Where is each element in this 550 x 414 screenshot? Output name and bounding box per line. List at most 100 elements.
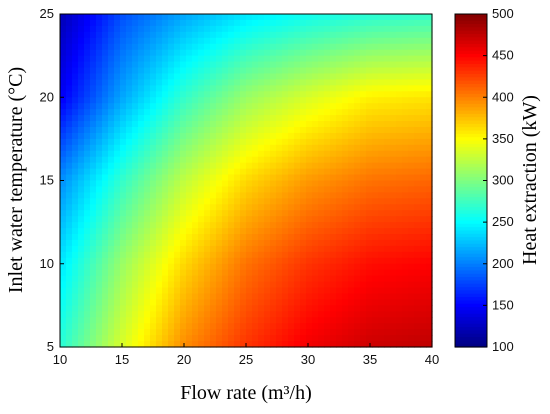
colorbar-segment — [455, 100, 487, 105]
colorbar-segment — [455, 14, 487, 18]
heatmap-cell — [324, 281, 331, 289]
heatmap-cell — [102, 156, 109, 164]
heatmap-cell — [426, 335, 433, 342]
heatmap-cell — [108, 168, 115, 176]
heatmap-cell — [102, 234, 109, 241]
heatmap-cell — [330, 239, 337, 247]
heatmap-cell — [294, 43, 301, 51]
heatmap-cell — [234, 269, 241, 277]
heatmap-cell — [66, 239, 73, 247]
colorbar-segment — [455, 267, 487, 272]
heatmap-cell — [144, 43, 151, 51]
heatmap-cell — [186, 97, 193, 104]
heatmap-cell — [258, 174, 265, 182]
heatmap-cell — [390, 257, 397, 265]
heatmap-cell — [234, 144, 241, 152]
heatmap-cell — [102, 121, 109, 128]
heatmap-cell — [192, 234, 199, 241]
heatmap-cell — [198, 31, 205, 39]
heatmap-cell — [420, 97, 427, 104]
heatmap-cell — [60, 49, 67, 57]
heatmap-cell — [360, 150, 367, 158]
heatmap-cell — [246, 67, 253, 75]
heatmap-cell — [420, 31, 427, 39]
heatmap-cell — [216, 186, 223, 193]
heatmap-cell — [210, 91, 217, 98]
heatmap-cell — [330, 204, 337, 211]
heatmap-cell — [330, 43, 337, 51]
heatmap-cell — [186, 317, 193, 324]
heatmap-cell — [330, 210, 337, 217]
heatmap-cell — [366, 317, 373, 324]
heatmap-cell — [384, 234, 391, 241]
colorbar-segment — [455, 207, 487, 212]
heatmap-cell — [210, 216, 217, 223]
heatmap-cell — [264, 19, 271, 27]
heatmap-cell — [144, 144, 151, 152]
heatmap-cell — [408, 67, 415, 75]
heatmap-cell — [384, 323, 391, 330]
heatmap-cell — [390, 162, 397, 170]
heatmap-cell — [114, 25, 121, 33]
heatmap-cell — [282, 73, 289, 81]
heatmap-cell — [348, 317, 355, 324]
heatmap-cell — [192, 317, 199, 324]
heatmap-cell — [156, 73, 163, 81]
heatmap-cell — [144, 79, 151, 86]
heatmap-cell — [78, 317, 85, 324]
heatmap-cell — [276, 55, 283, 63]
heatmap-cell — [108, 234, 115, 241]
heatmap-cell — [192, 168, 199, 176]
heatmap-cell — [186, 305, 193, 312]
heatmap-cell — [348, 299, 355, 306]
heatmap-cell — [408, 156, 415, 164]
heatmap-cell — [270, 341, 277, 348]
heatmap-cell — [360, 121, 367, 128]
heatmap-cell — [162, 257, 169, 265]
heatmap-cell — [372, 299, 379, 306]
heatmap-cell — [420, 150, 427, 158]
heatmap-cell — [282, 287, 289, 295]
heatmap-cell — [348, 144, 355, 152]
heatmap-cell — [288, 234, 295, 241]
heatmap-cell — [132, 73, 139, 81]
heatmap-cell — [348, 61, 355, 69]
heatmap-cell — [168, 186, 175, 193]
heatmap-cell — [132, 121, 139, 128]
heatmap-cell — [174, 251, 181, 259]
heatmap-cell — [306, 317, 313, 324]
heatmap-cell — [318, 180, 325, 188]
heatmap-cell — [288, 293, 295, 301]
heatmap-cell — [234, 305, 241, 312]
heatmap-cell — [270, 162, 277, 170]
heatmap-cell — [348, 204, 355, 211]
heatmap-cell — [348, 192, 355, 199]
heatmap-cell — [168, 126, 175, 134]
heatmap-cell — [150, 275, 157, 283]
heatmap-cell — [378, 73, 385, 81]
heatmap-cell — [138, 186, 145, 193]
heatmap-cell — [282, 186, 289, 193]
heatmap-cell — [354, 287, 361, 295]
heatmap-cell — [360, 174, 367, 182]
heatmap-cell — [270, 109, 277, 116]
heatmap-cell — [192, 192, 199, 199]
heatmap-cell — [228, 198, 235, 205]
heatmap-cell — [348, 174, 355, 182]
heatmap-cell — [168, 335, 175, 342]
heatmap-cell — [168, 287, 175, 295]
heatmap-cell — [180, 180, 187, 188]
heatmap-cell — [360, 329, 367, 336]
heatmap-cell — [330, 162, 337, 170]
heatmap-cell — [60, 263, 67, 271]
heatmap-cell — [264, 293, 271, 301]
heatmap-cell — [360, 305, 367, 312]
heatmap-cell — [414, 198, 421, 205]
heatmap-cell — [168, 73, 175, 81]
heatmap-cell — [294, 269, 301, 277]
heatmap-cell — [384, 103, 391, 110]
heatmap-cell — [414, 335, 421, 342]
heatmap-cell — [270, 180, 277, 188]
heatmap-cell — [324, 150, 331, 158]
colorbar-segment — [455, 117, 487, 122]
